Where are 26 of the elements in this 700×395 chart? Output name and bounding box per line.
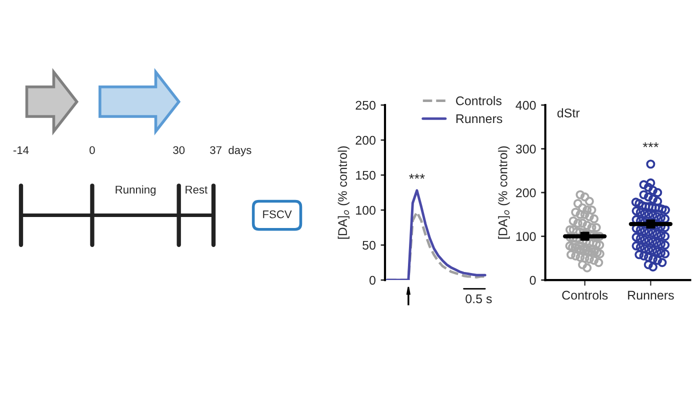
text: 30 xyxy=(173,146,185,154)
y-tick-label: 0 xyxy=(530,276,536,285)
annotation: dStr xyxy=(557,108,580,118)
annotation: *** xyxy=(409,174,425,179)
text: 37 days xyxy=(210,146,252,156)
y-tick-label: 250 xyxy=(356,100,376,110)
text: 0.5 s xyxy=(466,294,492,304)
text: -14 xyxy=(13,146,29,154)
y-tick-label: 0 xyxy=(370,276,376,285)
annotation: *** xyxy=(642,142,659,148)
y-tick-label: 100 xyxy=(516,232,536,241)
y-tick-label: 200 xyxy=(356,136,376,145)
y-axis-title: [DA]$_{o}$ (% control) xyxy=(338,146,350,239)
text: Running xyxy=(116,185,156,196)
legend-label: Controls xyxy=(456,96,502,106)
text: FSCV xyxy=(263,210,292,218)
y-tick-label: 150 xyxy=(356,170,376,180)
y-tick-label: 200 xyxy=(516,188,536,198)
y-tick-label: 400 xyxy=(516,100,536,110)
y-axis-title: [DA]$_{o}$ (% control) xyxy=(498,146,510,239)
text: Rest xyxy=(186,186,208,194)
text: 0 xyxy=(90,146,95,154)
y-tick-label: 100 xyxy=(356,206,376,215)
y-tick-label: 300 xyxy=(516,144,536,154)
legend-label: Runners xyxy=(456,114,502,124)
y-tick-label: 50 xyxy=(362,240,376,250)
